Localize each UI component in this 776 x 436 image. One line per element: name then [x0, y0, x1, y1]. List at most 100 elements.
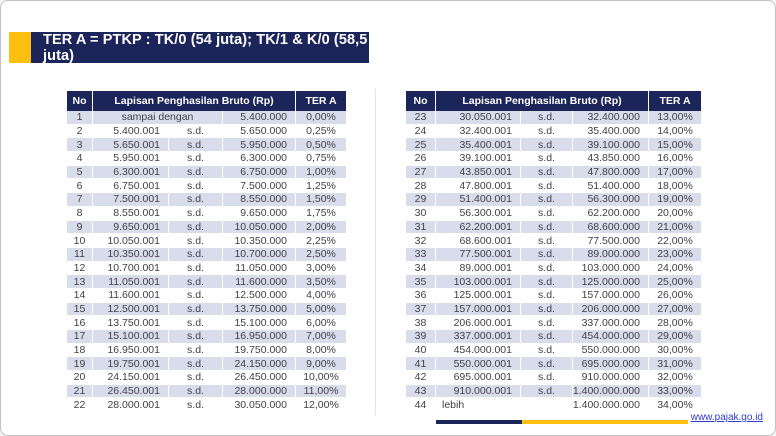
- range-sd-cell: s.d.: [521, 152, 573, 165]
- range-sd-cell: s.d.: [521, 206, 573, 220]
- row-number-cell: 22: [67, 398, 93, 412]
- rate-cell: 0,00%: [306, 111, 336, 124]
- range-sd-cell: s.d.: [169, 330, 223, 343]
- table-row: 13 11.050.001 s.d. 11.600.000 3,50%: [67, 275, 346, 289]
- table-row: 1 sampai dengan 5.400.000 0,00%: [67, 111, 346, 125]
- row-number-cell: 17: [67, 330, 93, 343]
- range-sd-cell: s.d.: [521, 179, 573, 193]
- row-number-cell: 4: [67, 152, 93, 165]
- table-body: 1 sampai dengan 5.400.000 0,00% 2 5.400.001 s.…: [67, 111, 346, 413]
- range-to-cell: 10.050.000: [223, 220, 296, 234]
- range-to-cell: 7.500.000: [223, 179, 296, 193]
- range-sd-cell: s.d.: [521, 165, 573, 179]
- table-row: 34 89.000.001 s.d. 103.000.000 24,00%: [406, 261, 701, 276]
- range-sd-cell: s.d.: [521, 288, 573, 302]
- range-to-cell: 39.100.000: [573, 138, 649, 152]
- rate-cell: 12,00%: [303, 398, 339, 411]
- row-number-cell: 43: [406, 384, 436, 398]
- rate-cell: 10,00%: [303, 371, 339, 384]
- row-number-cell: 26: [406, 152, 436, 165]
- range-from-cell: 51.400.001: [436, 193, 521, 206]
- row-number-cell: 31: [406, 220, 436, 234]
- table-row: 36 125.000.001 s.d. 157.000.000 26,00%: [406, 288, 701, 303]
- row-number-cell: 13: [67, 275, 93, 288]
- range-sd-cell: s.d.: [169, 302, 223, 316]
- range-from-cell: 125.000.001: [436, 288, 521, 302]
- range-sd-cell: s.d.: [521, 371, 573, 384]
- rate-cell: 2,00%: [306, 220, 336, 233]
- range-from-cell: 5.950.001: [93, 152, 169, 165]
- range-to-cell: 1.400.000.000: [573, 398, 649, 412]
- range-sd-cell: s.d.: [169, 343, 223, 357]
- rate-cell: 18,00%: [657, 179, 693, 192]
- range-from-cell: 6.750.001: [93, 179, 169, 193]
- row-number-cell: 10: [67, 234, 93, 247]
- range-to-cell: 19.750.000: [223, 343, 296, 357]
- rate-table-right: No Lapisan Penghasilan Bruto (Rp) TER A …: [406, 91, 701, 413]
- row-number-cell: 21: [67, 384, 93, 398]
- row-number-cell: 9: [67, 220, 93, 234]
- range-to-cell: 56.300.000: [573, 193, 649, 206]
- rate-cell: 11,00%: [303, 385, 339, 398]
- table-row: 17 15.100.001 s.d. 16.950.000 7,00%: [67, 330, 346, 344]
- row-number-cell: 5: [67, 165, 93, 179]
- row-number-cell: 29: [406, 193, 436, 206]
- table-row: 9 9.650.001 s.d. 10.050.000 2,00%: [67, 220, 346, 235]
- row-number-cell: 28: [406, 179, 436, 193]
- range-from-cell: 550.000.001: [436, 357, 521, 371]
- rate-cell: 26,00%: [657, 289, 693, 302]
- range-from-cell: 10.700.001: [93, 261, 169, 275]
- rate-table-left: No Lapisan Penghasilan Bruto (Rp) TER A …: [67, 91, 346, 413]
- table-row: 6 6.750.001 s.d. 7.500.000 1,25%: [67, 179, 346, 194]
- range-from-cell: 43.850.001: [436, 165, 521, 179]
- range-from-cell: 47.800.001: [436, 179, 521, 193]
- range-from-cell: 26.450.001: [93, 384, 169, 398]
- table-divider-line: [375, 89, 376, 415]
- range-from-cell: 910.000.001: [436, 384, 521, 398]
- range-sd-cell: s.d.: [521, 247, 573, 261]
- row-number-cell: 35: [406, 275, 436, 288]
- table-row: 33 77.500.001 s.d. 89.000.000 23,00%: [406, 247, 701, 262]
- table-row: 12 10.700.001 s.d. 11.050.000 3,00%: [67, 261, 346, 276]
- table-header: No Lapisan Penghasilan Bruto (Rp) TER A: [406, 91, 701, 111]
- footer-navy-bar: [436, 420, 522, 424]
- range-from-cell: 10.050.001: [93, 234, 169, 247]
- header-no: No: [67, 91, 93, 111]
- header-range: Lapisan Penghasilan Bruto (Rp): [93, 91, 296, 111]
- table-row: 37 157.000.001 s.d. 206.000.000 27,00%: [406, 302, 701, 317]
- row-number-cell: 33: [406, 247, 436, 261]
- range-to-cell: 695.000.000: [573, 357, 649, 371]
- table-row: 30 56.300.001 s.d. 62.200.000 20,00%: [406, 206, 701, 221]
- row-number-cell: 14: [67, 288, 93, 302]
- range-from-cell: 13.750.001: [93, 316, 169, 329]
- range-to-cell: 550.000.000: [573, 343, 649, 357]
- range-from-cell: 15.100.001: [93, 330, 169, 343]
- table-row: 42 695.000.001 s.d. 910.000.000 32,00%: [406, 371, 701, 385]
- table-row: 24 32.400.001 s.d. 35.400.000 14,00%: [406, 124, 701, 139]
- pajak-website-link[interactable]: www.pajak.go.id: [690, 412, 763, 423]
- table-row: 8 8.550.001 s.d. 9.650.000 1,75%: [67, 206, 346, 221]
- rate-cell: 20,00%: [657, 207, 693, 220]
- rate-cell: 1,25%: [306, 179, 336, 192]
- range-from-cell: 89.000.001: [436, 261, 521, 275]
- range-from-cell: 16.950.001: [93, 343, 169, 357]
- rate-cell: 24,00%: [657, 261, 693, 274]
- range-to-cell: 51.400.000: [573, 179, 649, 193]
- rate-cell: 0,50%: [306, 138, 336, 151]
- range-to-cell: 11.600.000: [223, 275, 296, 288]
- range-to-cell: 9.650.000: [223, 206, 296, 220]
- range-to-cell: 5.400.000: [223, 111, 296, 124]
- rate-cell: 14,00%: [657, 125, 693, 138]
- row-number-cell: 36: [406, 288, 436, 302]
- range-to-cell: 10.350.000: [223, 234, 296, 247]
- rate-cell: 30,00%: [657, 344, 693, 357]
- rate-cell: 34,00%: [657, 398, 693, 411]
- range-sd-cell: s.d.: [169, 179, 223, 193]
- range-sd-cell: s.d.: [521, 275, 573, 288]
- range-to-cell: 77.500.000: [573, 234, 649, 247]
- range-sd-cell: [521, 398, 573, 412]
- rate-cell: 33,00%: [657, 385, 693, 398]
- range-sd-cell: s.d.: [521, 124, 573, 138]
- range-to-cell: 43.850.000: [573, 152, 649, 165]
